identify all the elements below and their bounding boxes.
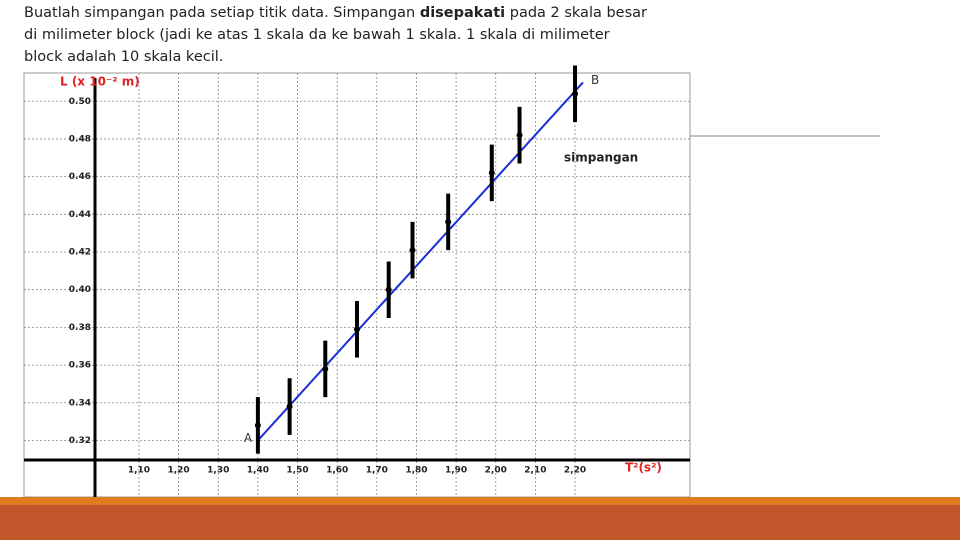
x-tick-label: 1,60 <box>326 466 348 476</box>
instruction-line: block adalah 10 skala kecil. <box>24 49 224 65</box>
data-point <box>385 286 392 293</box>
instruction-line: Buatlah simpangan pada setiap titik data… <box>24 2 647 24</box>
x-tick-label: 1,70 <box>366 466 388 476</box>
plot: 1,10 1,20 1,30 1,40 1,50 1,60 1,70 1,80 1,90 2,00… <box>24 65 690 497</box>
instruction: Buatlah simpangan pada setiap titik data… <box>24 2 647 68</box>
y-tick-label: 0.32 <box>69 436 91 446</box>
data-point <box>488 169 495 176</box>
x-tick-label: 1,90 <box>445 466 467 476</box>
data-point <box>286 403 293 410</box>
data-point <box>445 218 452 225</box>
plot-frame <box>23 72 691 498</box>
x-tick-label: 1,80 <box>405 466 427 476</box>
data-point <box>409 247 416 254</box>
x-tick-label: 1,10 <box>128 466 150 476</box>
data-point <box>516 132 523 139</box>
y-tick-label: 0.44 <box>69 210 91 220</box>
fit-line <box>257 81 584 442</box>
x-tick-label: 2,10 <box>524 466 546 476</box>
text: pada 2 skala besar <box>505 5 647 21</box>
x-tick-label: 1,30 <box>207 466 229 476</box>
y-tick-label: 0.50 <box>69 97 91 107</box>
y-tick-label: 0.42 <box>69 248 91 258</box>
data-point <box>354 326 360 333</box>
y-tick-label: 0.34 <box>69 398 91 408</box>
x-tick-label: 1,40 <box>247 466 269 476</box>
x-axis-title: T²(s²) <box>625 461 662 475</box>
text: Buatlah simpangan pada setiap titik data… <box>24 5 420 21</box>
footer-strip <box>0 497 960 505</box>
data-point <box>322 365 329 372</box>
x-tick-label: 2,00 <box>485 466 507 476</box>
x-tick-label: 2,20 <box>564 466 586 476</box>
annotation: simpangan <box>564 151 638 165</box>
data-point <box>572 90 579 97</box>
annotation: B <box>591 73 599 87</box>
y-tick-label: 0.36 <box>69 361 91 371</box>
instruction-line: di milimeter block (jadi ke atas 1 skala… <box>24 27 610 43</box>
y-tick-label: 0.46 <box>69 172 91 182</box>
bold-text: disepakati <box>419 5 506 21</box>
data-point <box>254 422 261 429</box>
x-tick-label: 1,50 <box>286 466 308 476</box>
y-tick-label: 0.48 <box>69 134 91 144</box>
annotation: A <box>244 431 253 445</box>
y-axis-title: L (x 10⁻² m) <box>60 75 140 89</box>
y-tick-label: 0.40 <box>69 285 91 295</box>
footer-band <box>0 505 960 540</box>
x-tick-label: 1,20 <box>167 466 189 476</box>
y-tick-label: 0.38 <box>69 323 91 333</box>
